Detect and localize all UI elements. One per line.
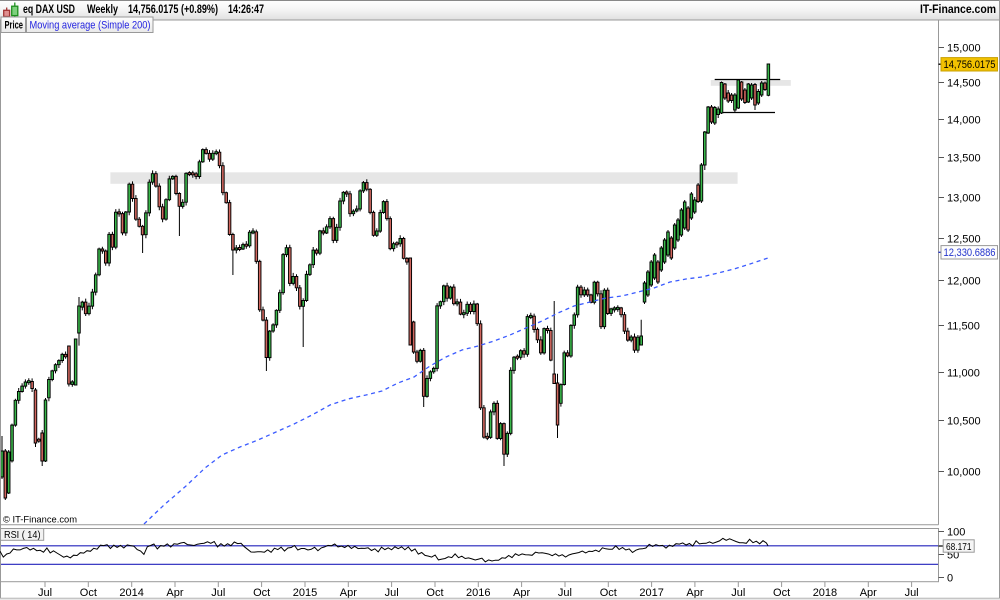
svg-text:Jul: Jul bbox=[905, 587, 919, 599]
svg-text:Jul: Jul bbox=[38, 587, 52, 599]
svg-text:Oct: Oct bbox=[426, 587, 443, 599]
svg-text:Oct: Oct bbox=[773, 587, 790, 599]
svg-text:12,330.6886: 12,330.6886 bbox=[944, 247, 996, 259]
svg-text:14,756.0175: 14,756.0175 bbox=[944, 59, 996, 71]
svg-text:14,000: 14,000 bbox=[947, 114, 981, 126]
svg-text:2016: 2016 bbox=[466, 587, 490, 599]
svg-text:Apr: Apr bbox=[166, 587, 183, 599]
svg-text:Apr: Apr bbox=[860, 587, 877, 599]
svg-text:Weekly: Weekly bbox=[87, 4, 118, 16]
svg-text:14:26:47: 14:26:47 bbox=[228, 4, 264, 16]
svg-text:Price: Price bbox=[5, 20, 24, 32]
svg-text:Oct: Oct bbox=[80, 587, 97, 599]
svg-text:14,756.0175 (+0.89%): 14,756.0175 (+0.89%) bbox=[128, 4, 218, 16]
svg-text:Jul: Jul bbox=[558, 587, 572, 599]
svg-text:Oct: Oct bbox=[253, 587, 270, 599]
svg-text:10,500: 10,500 bbox=[947, 415, 981, 427]
svg-text:© IT-Finance.com: © IT-Finance.com bbox=[3, 515, 77, 526]
svg-text:11,500: 11,500 bbox=[947, 320, 980, 332]
svg-text:2017: 2017 bbox=[639, 587, 663, 599]
svg-text:2015: 2015 bbox=[293, 587, 317, 599]
svg-text:100: 100 bbox=[947, 527, 965, 539]
svg-text:RSI ( 14): RSI ( 14) bbox=[4, 530, 41, 541]
svg-text:13,000: 13,000 bbox=[947, 192, 981, 204]
svg-text:0: 0 bbox=[947, 573, 953, 585]
svg-text:13,500: 13,500 bbox=[947, 152, 981, 164]
svg-text:12,000: 12,000 bbox=[947, 275, 981, 287]
svg-text:Apr: Apr bbox=[686, 587, 703, 599]
svg-text:68.171: 68.171 bbox=[946, 541, 972, 553]
svg-text:Jul: Jul bbox=[385, 587, 399, 599]
svg-text:2014: 2014 bbox=[119, 587, 143, 599]
svg-text:eq DAX USD: eq DAX USD bbox=[23, 4, 75, 16]
svg-text:15,000: 15,000 bbox=[947, 42, 981, 54]
svg-text:Oct: Oct bbox=[600, 587, 617, 599]
svg-text:10,000: 10,000 bbox=[947, 466, 981, 478]
svg-text:11,000: 11,000 bbox=[947, 367, 980, 379]
svg-text:Jul: Jul bbox=[731, 587, 745, 599]
svg-text:12,500: 12,500 bbox=[947, 233, 981, 245]
svg-text:Apr: Apr bbox=[340, 587, 357, 599]
svg-text:Jul: Jul bbox=[211, 587, 225, 599]
svg-text:Moving average (Simple 200): Moving average (Simple 200) bbox=[30, 20, 151, 32]
svg-text:2018: 2018 bbox=[813, 587, 837, 599]
svg-text:14,500: 14,500 bbox=[947, 77, 981, 89]
svg-text:IT-Finance.com: IT-Finance.com bbox=[920, 4, 996, 16]
svg-text:Apr: Apr bbox=[513, 587, 530, 599]
